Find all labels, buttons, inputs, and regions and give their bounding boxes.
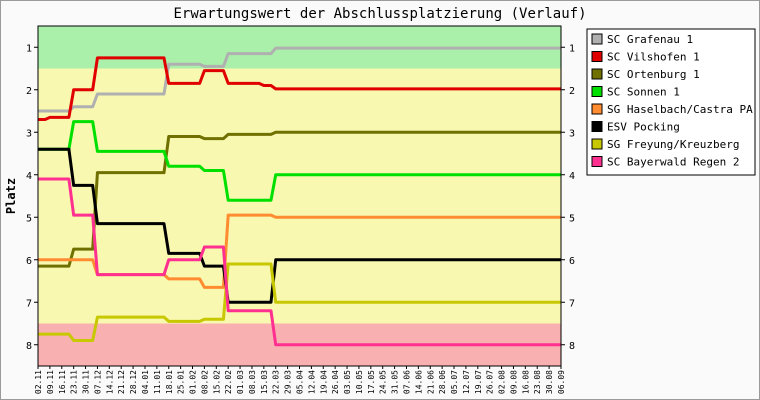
x-tick-label: 18.01 bbox=[165, 370, 174, 394]
legend-label: SG Freyung/Kreuzberg bbox=[607, 138, 739, 151]
x-tick-label: 30.11 bbox=[82, 370, 91, 394]
y-tick-label-right: 6 bbox=[569, 256, 575, 267]
series-line-1 bbox=[38, 56, 561, 121]
x-tick-label: 30.08 bbox=[545, 370, 554, 394]
y-tick-label-right: 5 bbox=[569, 213, 575, 224]
x-tick-label: 29.03 bbox=[284, 370, 293, 394]
legend-swatch-7 bbox=[591, 156, 603, 167]
x-tick-label: 21.12 bbox=[117, 370, 126, 394]
y-tick-label-right: 8 bbox=[569, 341, 575, 352]
y-tick-label-right: 7 bbox=[569, 298, 575, 309]
x-tick-label: 24.05 bbox=[379, 370, 388, 394]
legend-swatch-4 bbox=[591, 103, 603, 115]
band-1 bbox=[38, 68, 561, 324]
legend-swatch-6 bbox=[591, 138, 603, 150]
x-tick-label: 22.03 bbox=[272, 370, 281, 394]
x-tick-label: 12.04 bbox=[307, 370, 316, 394]
x-tick-label: 25.01 bbox=[177, 370, 186, 394]
x-tick-label: 21.06 bbox=[426, 370, 435, 394]
x-tick-label: 05.07 bbox=[450, 370, 459, 394]
background-bands bbox=[38, 26, 561, 366]
x-tick-label: 15.02 bbox=[212, 370, 221, 394]
legend: SC Grafenau 1 SC Vilshofen 1 SC Ortenburg … bbox=[586, 28, 760, 176]
series-line-0 bbox=[38, 46, 561, 113]
x-tick-label: 16.11 bbox=[58, 370, 67, 394]
chart-title: Erwartungswert der Abschlussplatzierung … bbox=[173, 6, 586, 22]
x-tick-label: 02.08 bbox=[498, 370, 507, 394]
x-tick-label: 12.07 bbox=[462, 370, 471, 394]
series-line-5 bbox=[38, 147, 561, 304]
legend-label: SC Ortenburg 1 bbox=[607, 68, 700, 81]
x-tick-label: 05.04 bbox=[296, 370, 305, 394]
x-tick-label: 26.04 bbox=[331, 370, 340, 394]
y-tick-label-left: 3 bbox=[26, 128, 32, 139]
y-tick-label-left: 8 bbox=[26, 341, 32, 352]
legend-swatch-5 bbox=[591, 121, 603, 132]
x-tick-label: 01.03 bbox=[236, 370, 245, 394]
legend-swatch-3 bbox=[591, 86, 603, 97]
legend-label: SC Bayerwald Regen 2 bbox=[607, 156, 739, 169]
series-lines bbox=[38, 46, 561, 347]
x-tick-label: 11.01 bbox=[153, 370, 162, 394]
x-tick-label: 02.11 bbox=[34, 370, 43, 394]
legend-swatch-0 bbox=[591, 33, 603, 45]
y-tick-label-left: 6 bbox=[26, 256, 32, 267]
y-tick-label-right: 1 bbox=[569, 43, 575, 54]
x-tick-label: 08.03 bbox=[248, 370, 257, 394]
x-tick-label: 09.11 bbox=[46, 370, 55, 394]
x-tick-label: 23.11 bbox=[70, 370, 79, 394]
series-line-3 bbox=[38, 120, 561, 202]
legend-box bbox=[586, 28, 756, 176]
x-tick-label: 08.02 bbox=[200, 370, 209, 394]
x-tick-label: 07.12 bbox=[93, 370, 102, 394]
x-tick-label: 14.12 bbox=[105, 370, 114, 394]
x-tick-label: 23.08 bbox=[533, 370, 542, 394]
legend-label: SC Vilshofen 1 bbox=[607, 51, 700, 64]
x-tick-label: 04.01 bbox=[141, 370, 150, 394]
legend-label: SC Sonnen 1 bbox=[607, 86, 680, 99]
y-tick-label-left: 4 bbox=[26, 171, 32, 182]
y-tick-label-left: 7 bbox=[26, 298, 32, 309]
legend-label: SG Haselbach/Castra PA 1 bbox=[607, 103, 760, 116]
x-tick-label: 28.12 bbox=[129, 370, 138, 394]
y-tick-label-left: 1 bbox=[26, 43, 32, 54]
y-tick-label-right: 4 bbox=[569, 171, 575, 182]
series-line-2 bbox=[38, 130, 561, 268]
x-tick-label: 06.09 bbox=[557, 370, 566, 394]
x-tick-label: 01.02 bbox=[189, 370, 198, 394]
series-line-7 bbox=[38, 177, 561, 347]
x-tick-label: 22.02 bbox=[224, 370, 233, 394]
legend-label: ESV Pocking bbox=[607, 121, 680, 134]
x-tick-label: 14.06 bbox=[414, 370, 423, 394]
legend-label: SC Grafenau 1 bbox=[607, 33, 693, 46]
y-tick-label-right: 3 bbox=[569, 128, 575, 139]
x-tick-label: 15.03 bbox=[260, 370, 269, 394]
x-tick-label: 07.06 bbox=[402, 370, 411, 394]
y-tick-label-left: 2 bbox=[26, 86, 32, 97]
y-tick-label-left: 5 bbox=[26, 213, 32, 224]
x-tick-label: 19.04 bbox=[319, 370, 328, 394]
x-tick-label: 19.07 bbox=[474, 370, 483, 394]
y-axis-label: Platz bbox=[4, 178, 18, 214]
x-tick-label: 16.08 bbox=[521, 370, 530, 394]
x-tick-label: 28.06 bbox=[438, 370, 447, 394]
x-tick-label: 31.05 bbox=[391, 370, 400, 394]
x-tick-label: 10.05 bbox=[355, 370, 364, 394]
series-line-6 bbox=[38, 262, 561, 342]
x-tick-label: 26.07 bbox=[486, 370, 495, 394]
legend-swatch-1 bbox=[591, 51, 603, 62]
x-tick-label: 17.05 bbox=[367, 370, 376, 394]
legend-swatch-2 bbox=[591, 68, 603, 80]
axes: 1 1 2 2 3 3 4 4 5 5 6 6 7 7 8 8 02.11 09.11 16.11 23.11 30.1… bbox=[26, 25, 575, 394]
x-tick-label: 03.05 bbox=[343, 370, 352, 394]
x-tick-label: 09.08 bbox=[509, 370, 518, 394]
y-tick-label-right: 2 bbox=[569, 86, 575, 97]
